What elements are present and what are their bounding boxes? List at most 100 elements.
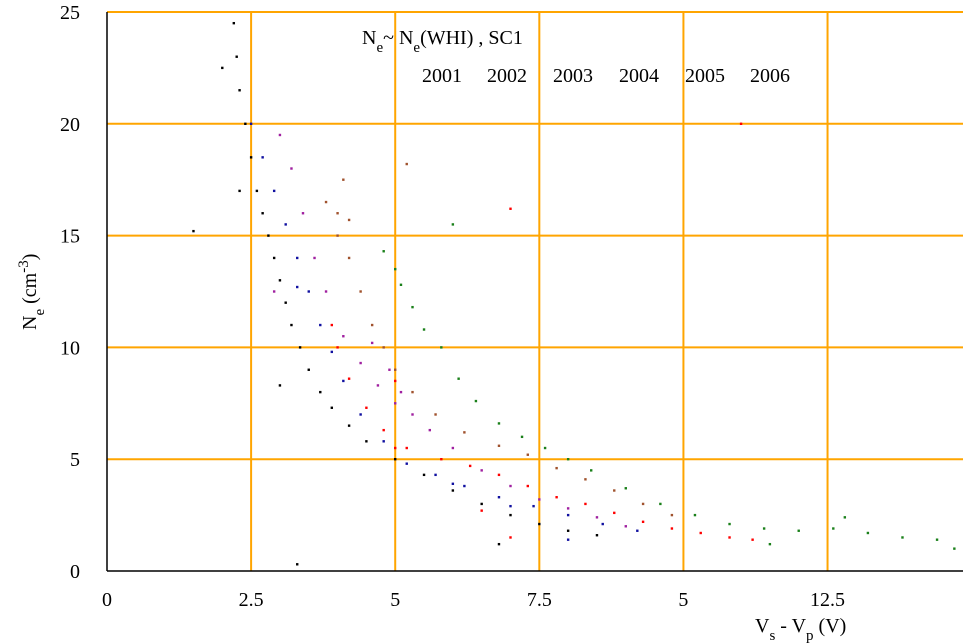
y-axis-label-part: e: [32, 309, 48, 316]
point: [636, 529, 639, 532]
point: [566, 538, 570, 541]
point: [298, 346, 302, 349]
point: [261, 212, 264, 215]
point: [497, 542, 501, 546]
point: [509, 536, 512, 539]
point: [451, 223, 455, 226]
point: [935, 538, 939, 541]
points: [192, 21, 956, 566]
point: [365, 440, 368, 443]
point: [370, 323, 374, 327]
point: [463, 484, 466, 488]
chart-title-part: e: [376, 40, 383, 56]
point: [659, 502, 662, 506]
point: [480, 509, 483, 512]
point: [296, 256, 299, 260]
x-axis-label-part: (V): [814, 615, 847, 637]
point: [474, 399, 478, 403]
point: [451, 482, 455, 485]
point: [272, 189, 276, 193]
point: [278, 279, 282, 282]
point: [347, 377, 351, 380]
point: [480, 502, 483, 506]
point: [411, 413, 414, 416]
point: [595, 534, 599, 537]
x-tick-label: 0: [102, 589, 112, 611]
point: [739, 122, 743, 125]
point: [641, 520, 645, 524]
point: [284, 223, 287, 226]
point: [699, 531, 702, 535]
chart-title-part: ~ N: [383, 27, 413, 49]
x-axis-label-part: s: [769, 628, 775, 643]
point: [590, 469, 593, 472]
point: [255, 189, 259, 193]
x-axis-label-part: - V: [775, 615, 806, 637]
point: [324, 290, 328, 293]
point: [411, 390, 414, 394]
point: [382, 250, 385, 253]
point: [405, 446, 408, 450]
point: [440, 346, 443, 349]
y-axis-label: Ne (cm-3): [16, 254, 48, 330]
point: [394, 379, 397, 383]
point: [244, 122, 247, 125]
point: [347, 256, 351, 260]
legend-entry: 2004: [619, 65, 659, 87]
point: [284, 301, 287, 304]
point: [440, 458, 443, 461]
point: [595, 516, 599, 519]
point: [278, 384, 282, 387]
chart-title-part: e: [413, 40, 420, 56]
point: [359, 413, 362, 416]
point: [336, 212, 339, 215]
point: [272, 290, 276, 293]
point: [394, 446, 397, 450]
point: [832, 527, 835, 530]
point: [330, 350, 334, 354]
point: [451, 446, 455, 450]
point: [399, 390, 403, 394]
point: [336, 346, 339, 349]
point: [497, 444, 501, 447]
x-tick-label: 5: [390, 589, 400, 611]
y-axis-label-part: N: [19, 316, 41, 330]
y-axis-label-part: -3: [16, 260, 32, 273]
point: [532, 504, 535, 508]
point: [866, 531, 870, 535]
legend-entry: 2005: [685, 65, 725, 87]
x-axis-label: Vs - Vp (V): [755, 615, 846, 643]
point: [192, 229, 195, 233]
point: [342, 335, 345, 338]
point: [670, 527, 674, 530]
point: [342, 178, 345, 181]
point: [359, 361, 362, 365]
point: [330, 406, 334, 409]
point: [728, 536, 731, 539]
legend-entry: 2003: [553, 65, 593, 87]
point: [624, 487, 627, 490]
point: [762, 527, 766, 530]
point: [342, 379, 345, 383]
point: [394, 402, 397, 405]
point: [566, 458, 570, 461]
y-tick-label: 10: [60, 337, 80, 359]
point: [497, 422, 501, 425]
point: [249, 122, 253, 125]
point: [319, 390, 322, 394]
point: [538, 498, 541, 501]
point: [307, 290, 310, 293]
point: [411, 305, 414, 309]
point: [422, 473, 426, 477]
point: [797, 529, 800, 532]
point: [451, 489, 455, 492]
point: [370, 341, 374, 345]
point: [428, 428, 432, 432]
point: [624, 525, 627, 528]
point: [394, 458, 397, 461]
point: [584, 478, 587, 481]
chart-title: Ne~ Ne(WHI) , SC1: [362, 27, 523, 56]
